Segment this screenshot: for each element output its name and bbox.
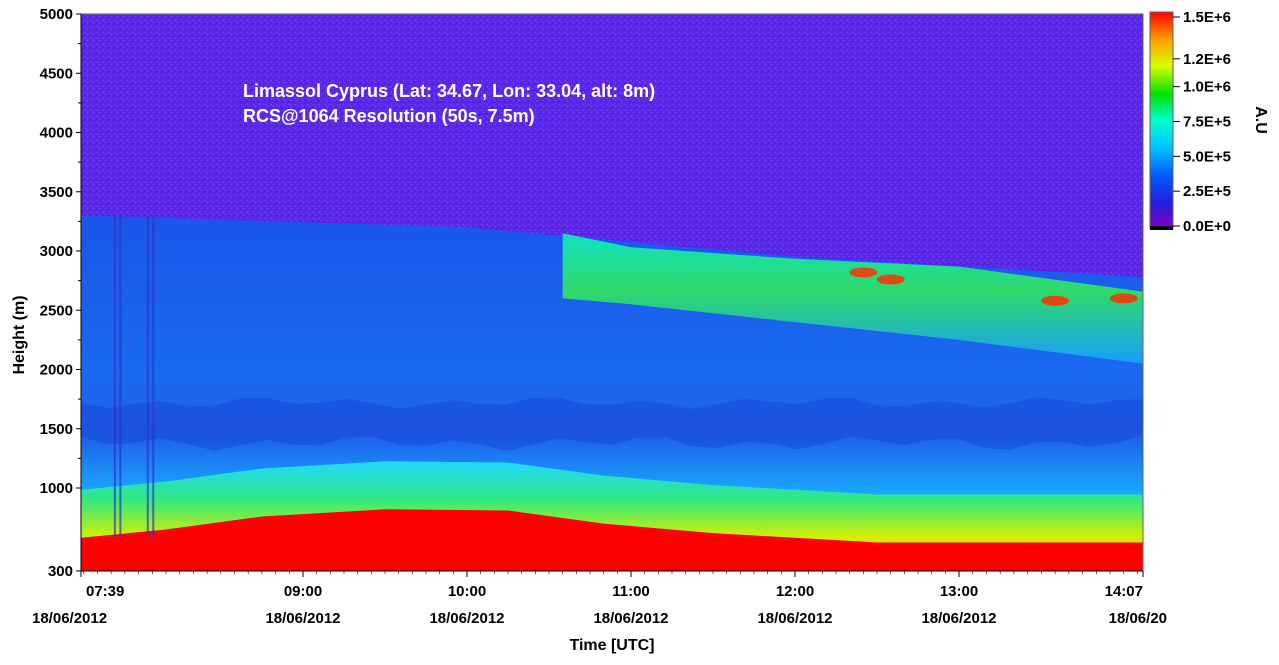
colorbar-underflow [1150, 226, 1173, 230]
x-tick-date: 18/06/2012 [32, 610, 107, 627]
y-tick-label: 1500 [40, 421, 73, 438]
x-tick-date: 18/06/2012 [593, 610, 668, 627]
x-tick-time: 11:00 [612, 583, 650, 600]
x-tick-time: 10:00 [448, 583, 486, 600]
annotation-line-1: Limassol Cyprus (Lat: 34.67, Lon: 33.04,… [243, 81, 655, 101]
signal-spike [119, 215, 122, 538]
colorbar-tick-label: 5.0E+5 [1183, 148, 1231, 165]
y-tick-label: 5000 [40, 6, 73, 23]
hotspot [1109, 293, 1138, 304]
colorbar-label: A.U [1252, 106, 1269, 134]
x-tick-date: 18/06/2012 [429, 610, 504, 627]
colorbar-tick-label: 1.0E+6 [1183, 79, 1231, 96]
x-tick-time: 13:00 [940, 583, 978, 600]
colorbar-tick-label: 1.2E+6 [1183, 51, 1231, 68]
x-tick-date: 18/06/2012 [265, 610, 340, 627]
y-tick-label: 3500 [40, 184, 73, 201]
y-tick-label: 2000 [40, 362, 73, 379]
colorbar-tick-label: 2.5E+5 [1183, 183, 1231, 200]
upper-layer-hotspots [849, 267, 1138, 306]
y-tick-label: 4000 [40, 125, 73, 142]
x-axis-label: Time [UTC] [569, 637, 654, 654]
annotation-line-2: RCS@1064 Resolution (50s, 7.5m) [243, 106, 535, 126]
signal-spike [113, 215, 116, 538]
y-axis-label: Height (m) [11, 295, 28, 374]
saturated-boundary-layer [81, 509, 1143, 571]
y-tick-label: 2500 [40, 302, 73, 319]
colorbar-scale [1149, 11, 1174, 229]
early-signal-spikes [113, 215, 155, 538]
x-tick-time: 07:39 [86, 583, 124, 600]
x-tick-time: 12:00 [776, 583, 814, 600]
colorbar-tick-label: 7.5E+5 [1183, 114, 1231, 131]
y-tick-label: 3000 [40, 243, 73, 260]
hotspot [876, 274, 905, 285]
colorbar: 1.5E+6 1.2E+6 1.0E+6 7.5E+5 5.0E+5 2.5E+5 0.0E… [1149, 9, 1231, 235]
signal-spike [152, 215, 155, 538]
x-tick-time: 09:00 [284, 583, 322, 600]
x-tick-date: 18/06/20 [1109, 610, 1167, 627]
y-tick-label: 4500 [40, 65, 73, 82]
y-tick-label: 1000 [40, 480, 73, 497]
x-tick-date: 18/06/2012 [757, 610, 832, 627]
signal-spike [146, 215, 149, 538]
hotspot [849, 267, 878, 278]
elevated-aerosol-layer [562, 233, 1143, 364]
colorbar-tick-label: 0.0E+0 [1183, 218, 1231, 235]
plot-area [81, 14, 1143, 571]
x-tick-time: 14:07 [1105, 583, 1143, 600]
y-tick-label: 300 [48, 563, 73, 580]
colorbar-tick-label: 1.5E+6 [1183, 9, 1231, 26]
y-axis: 5000 4500 4000 3500 3000 2500 2000 1500 1000 300 [40, 6, 82, 580]
x-axis: 07:39 18/06/2012 09:00 18/06/2012 10:00 18/06… [32, 570, 1167, 627]
x-tick-date: 18/06/2012 [921, 610, 996, 627]
hotspot [1041, 295, 1070, 306]
residual-layer-band [81, 397, 1143, 451]
